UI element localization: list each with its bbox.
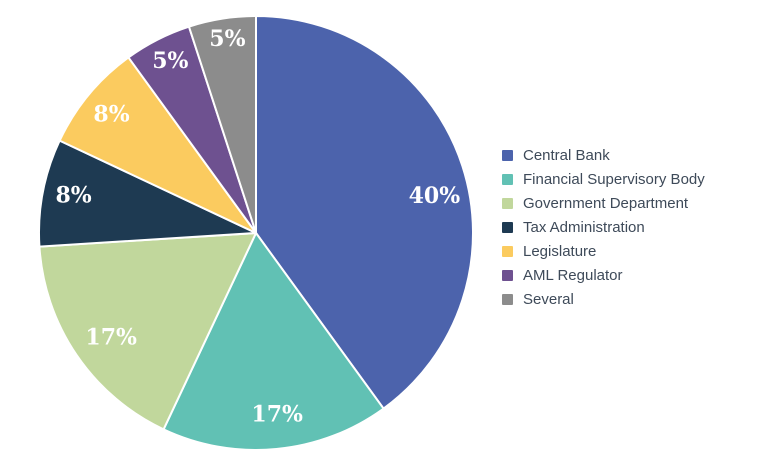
legend-swatch-legislature: [502, 245, 513, 257]
pie-slice-government-department: [38, 232, 257, 431]
legend-item-government-department: Government Department: [502, 191, 705, 215]
legend-swatch-central-bank: [502, 149, 513, 161]
legend: Central Bank Financial Supervisory Body …: [502, 143, 705, 311]
pie-slice-several: [187, 15, 257, 234]
legend-item-tax-administration: Tax Administration: [502, 215, 705, 239]
legend-swatch-several: [502, 293, 513, 305]
legend-label-tax-administration: Tax Administration: [523, 218, 645, 236]
pie-slice-value-aml-regulator: 5%: [152, 48, 188, 74]
pie-slice-value-tax-administration: 8%: [55, 183, 91, 209]
pie-slice-value-financial-supervisory-body: 17%: [251, 402, 303, 428]
legend-label-central-bank: Central Bank: [523, 146, 610, 164]
legend-label-government-department: Government Department: [523, 194, 689, 212]
legend-label-several: Several: [523, 290, 574, 308]
legend-swatch-tax-administration: [502, 221, 513, 233]
pie-slice-value-legislature: 8%: [93, 102, 129, 128]
pie-slice-tax-administration: [38, 139, 257, 248]
legend-label-legislature: Legislature: [523, 242, 597, 260]
pie-slice-central-bank: [255, 15, 474, 410]
legend-label-financial-supervisory-body: Financial Supervisory Body: [523, 170, 705, 188]
legend-item-financial-supervisory-body: Financial Supervisory Body: [502, 167, 705, 191]
pie-slice-legislature: [58, 56, 257, 234]
legend-swatch-government-department: [502, 197, 513, 209]
legend-item-several: Several: [502, 287, 705, 311]
pie-slice-value-government-department: 17%: [85, 325, 137, 351]
legend-item-central-bank: Central Bank: [502, 143, 705, 167]
pie-slice-value-central-bank: 40%: [409, 183, 461, 209]
legend-swatch-financial-supervisory-body: [502, 173, 513, 185]
pie-slice-financial-supervisory-body: [162, 232, 385, 451]
legend-swatch-aml-regulator: [502, 269, 513, 281]
legend-item-legislature: Legislature: [502, 239, 705, 263]
pie-slice-value-several: 5%: [209, 26, 245, 52]
legend-item-aml-regulator: AML Regulator: [502, 263, 705, 287]
legend-label-aml-regulator: AML Regulator: [523, 266, 623, 284]
